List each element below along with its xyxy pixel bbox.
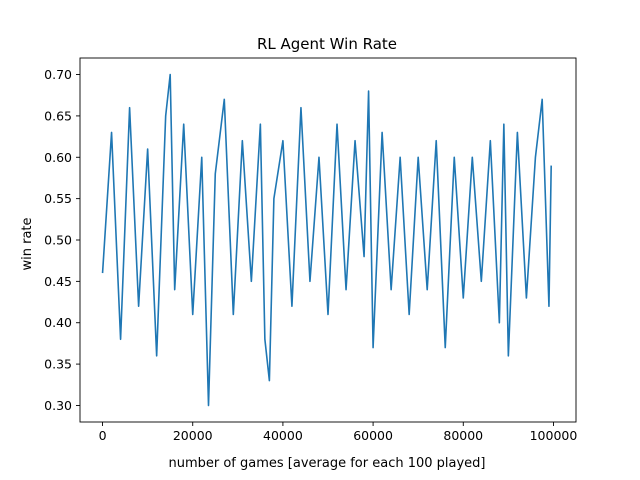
x-tick-label: 0 (99, 428, 107, 443)
x-tick-label: 100000 (530, 428, 578, 443)
plot-area: 0 20000 40000 60000 80000 100000 0.30 0.35 0.40 0… (44, 57, 578, 443)
x-tick-label: 60000 (353, 428, 393, 443)
y-tick-label: 0.70 (44, 67, 72, 82)
y-tick-label: 0.45 (44, 274, 72, 289)
y-tick-label: 0.55 (44, 191, 72, 206)
y-tick-label: 0.50 (44, 233, 72, 248)
y-tick-label: 0.30 (44, 398, 72, 413)
series-line-0 (101, 73, 552, 407)
y-tick-label: 0.35 (44, 357, 72, 372)
x-tick-label: 40000 (263, 428, 303, 443)
axes-frame (79, 57, 577, 423)
chart-title: RL Agent Win Rate (257, 35, 397, 53)
x-axis-label: number of games [average for each 100 pl… (168, 456, 485, 471)
y-tick-label: 0.65 (44, 108, 72, 123)
y-axis-label: win rate (20, 217, 35, 270)
y-tick-label: 0.60 (44, 150, 72, 165)
x-tick-label: 20000 (173, 428, 213, 443)
x-tick-label: 80000 (443, 428, 483, 443)
y-tick-label: 0.40 (44, 315, 72, 330)
